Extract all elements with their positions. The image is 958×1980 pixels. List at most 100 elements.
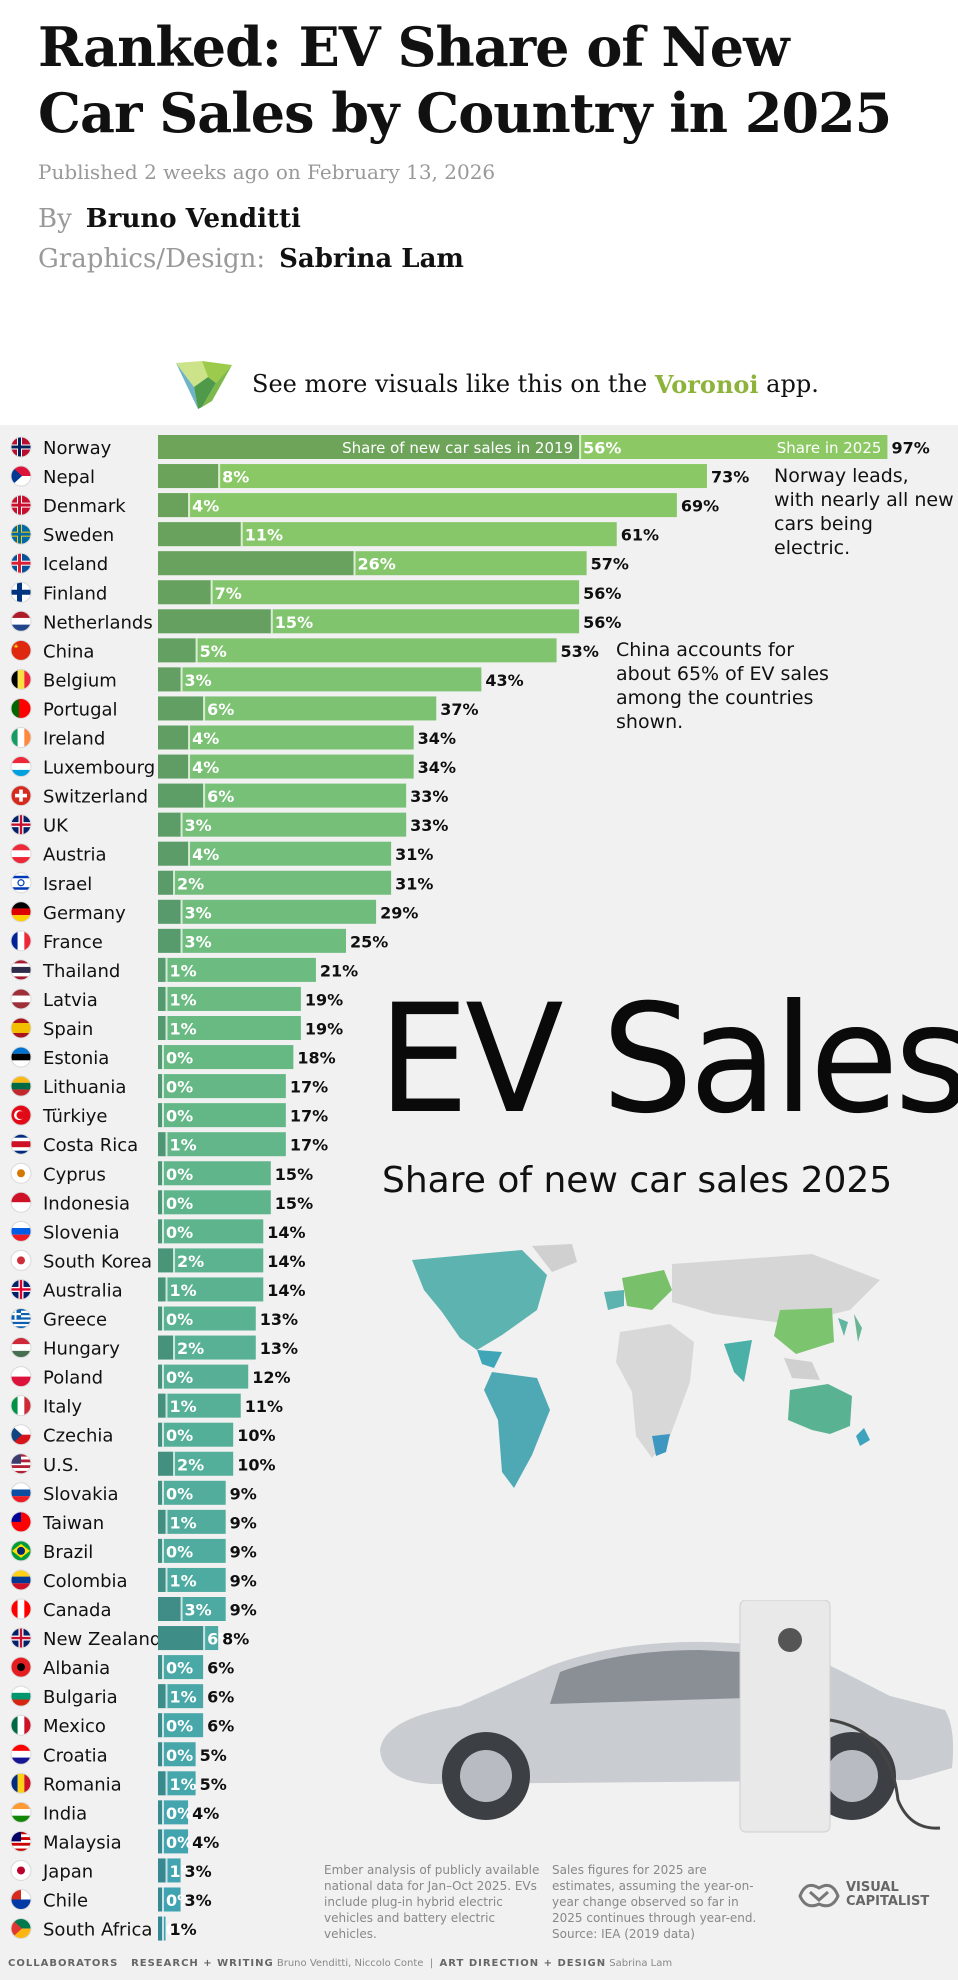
flag-portugal-icon <box>10 697 32 719</box>
bar-row-malaysia: Malaysia 0%4% <box>10 1829 219 1854</box>
value-2019-south-africa: 0% <box>166 1920 193 1939</box>
flag-slovakia-icon <box>10 1482 32 1504</box>
art-names: Sabrina Lam <box>609 1958 673 1969</box>
author-link[interactable]: Bruno Venditti <box>85 204 301 234</box>
value-2025-canada: 9% <box>230 1601 257 1620</box>
designer-link[interactable]: Sabrina Lam <box>279 244 464 274</box>
value-2025-austria: 31% <box>395 845 433 864</box>
voronoi-link[interactable]: Voronoi <box>654 369 759 399</box>
bar-2019-edge-cyprus <box>162 1161 164 1186</box>
bar-2025-netherlands <box>158 609 580 634</box>
brand-line-1: VISUAL <box>846 1880 899 1895</box>
voronoi-promo[interactable]: See more visuals like this on the Vorono… <box>172 361 819 409</box>
bar-2025-sweden <box>158 522 617 547</box>
bar-row-sweden: Sweden 11% 61% <box>10 522 659 547</box>
bar-2019-greece <box>158 1306 162 1331</box>
value-2025-slovakia: 9% <box>230 1484 257 1503</box>
country-label-t-rkiye: Türkiye <box>42 1106 108 1127</box>
voronoi-logo-icon <box>176 361 232 409</box>
bar-2019-edge-austria <box>188 841 191 866</box>
value-2019-canada: 3% <box>185 1601 212 1620</box>
bar-2019-canada <box>158 1597 181 1621</box>
bar-row-netherlands: Netherlands 15% 56% <box>10 609 621 634</box>
bar-2019-edge-mexico <box>162 1713 164 1738</box>
flag-t-rkiye-icon <box>10 1104 32 1126</box>
value-2025-bulgaria: 6% <box>207 1688 234 1707</box>
country-label-france: France <box>43 932 103 953</box>
value-2019-italy: 1% <box>170 1397 197 1416</box>
bar-2019-edge-uk <box>180 812 183 837</box>
value-2019-china: 5% <box>200 642 227 661</box>
bar-2019-edge-finland <box>210 580 213 605</box>
value-2025-south-korea: 14% <box>267 1252 305 1271</box>
country-label-bulgaria: Bulgaria <box>43 1687 118 1708</box>
flag-uk-icon <box>10 814 32 836</box>
value-2019-albania: 0% <box>166 1659 193 1678</box>
collab-separator: | <box>429 1958 434 1969</box>
bar-2019-edge-iceland <box>353 551 356 576</box>
bar-2019-albania <box>158 1655 162 1680</box>
bar-2019-cyprus <box>158 1161 162 1186</box>
flag-australia-icon <box>10 1278 32 1300</box>
bar-2025-estonia <box>158 1045 294 1070</box>
bar-2019-edge-india <box>162 1800 164 1825</box>
chart-subtitle: Share of new car sales 2025 <box>382 1160 893 1201</box>
flag-spain-icon <box>10 1017 32 1039</box>
country-label-canada: Canada <box>43 1600 112 1621</box>
bar-2019-u-s <box>158 1451 174 1476</box>
value-2025-sweden: 61% <box>621 526 659 545</box>
bar-2019-belgium <box>158 667 181 692</box>
by-label: By <box>38 204 72 234</box>
footnote-methodology: Ember analysis of publicly available nat… <box>324 1863 540 1941</box>
bar-row-australia: Australia 1% 14% <box>10 1277 306 1302</box>
bar-2025-luxembourg <box>158 754 414 779</box>
bar-2019-spain <box>158 1016 166 1040</box>
bar-2019-edge-china <box>195 638 198 663</box>
country-label-colombia: Colombia <box>43 1571 128 1592</box>
value-2019-germany: 3% <box>185 903 212 922</box>
value-2025-chile: 3% <box>185 1891 212 1910</box>
bar-2019-edge-slovakia <box>162 1480 164 1505</box>
bar-2019-t-rkiye <box>158 1103 162 1128</box>
country-label-portugal: Portugal <box>43 699 118 720</box>
value-2025-israel: 31% <box>395 874 433 893</box>
visual-capitalist-logo[interactable]: VISUAL CAPITALIST <box>798 1878 929 1912</box>
value-2025-france: 25% <box>350 932 388 951</box>
bar-row-uk: UK 3% 33% <box>10 812 448 837</box>
country-label-luxembourg: Luxembourg <box>43 758 155 779</box>
bar-2019-netherlands <box>158 609 271 634</box>
bar-2019-edge-ireland <box>188 725 191 750</box>
bar-row-iceland: Iceland 26% 57% <box>10 551 629 576</box>
bar-2019-hungary <box>158 1335 174 1360</box>
bar-2019-slovenia <box>158 1219 162 1244</box>
value-2025-nepal: 73% <box>711 468 749 487</box>
value-2019-colombia: 1% <box>170 1571 197 1590</box>
value-2019-finland: 7% <box>215 584 242 603</box>
value-2025-brazil: 9% <box>230 1542 257 1561</box>
bar-2019-lithuania <box>158 1074 162 1099</box>
value-2019-malaysia: 0% <box>166 1833 193 1852</box>
legend-2025-label: Share in 2025 <box>777 439 882 457</box>
bar-2019-edge-sweden <box>240 522 243 547</box>
country-label-lithuania: Lithuania <box>43 1077 126 1098</box>
bar-row-finland: Finland 7% 56% <box>10 580 621 605</box>
country-label-italy: Italy <box>43 1397 82 1418</box>
bar-2025-costa-rica <box>158 1132 286 1157</box>
bar-2025-finland <box>158 580 580 605</box>
country-label-taiwan: Taiwan <box>42 1513 104 1534</box>
flag-denmark-icon <box>10 494 32 516</box>
value-2025-czechia: 10% <box>237 1426 275 1445</box>
value-2019-chile: 0% <box>166 1891 193 1910</box>
promo-text-end: app. <box>766 370 819 398</box>
flag-indonesia-icon <box>10 1191 32 1213</box>
art-label: ART DIRECTION + DESIGN <box>439 1958 607 1969</box>
bar-row-brazil: Brazil 0% 9% <box>10 1538 257 1563</box>
bar-2019-edge-norway <box>579 435 582 459</box>
bar-2025-latvia <box>158 986 301 1011</box>
value-2019-poland: 0% <box>166 1368 193 1387</box>
flag-luxembourg-icon <box>10 756 32 778</box>
value-2025-poland: 12% <box>252 1368 290 1387</box>
bar-2019-nepal <box>158 464 219 489</box>
flag-czechia-icon <box>10 1424 32 1446</box>
bar-2019-iceland <box>158 551 354 576</box>
